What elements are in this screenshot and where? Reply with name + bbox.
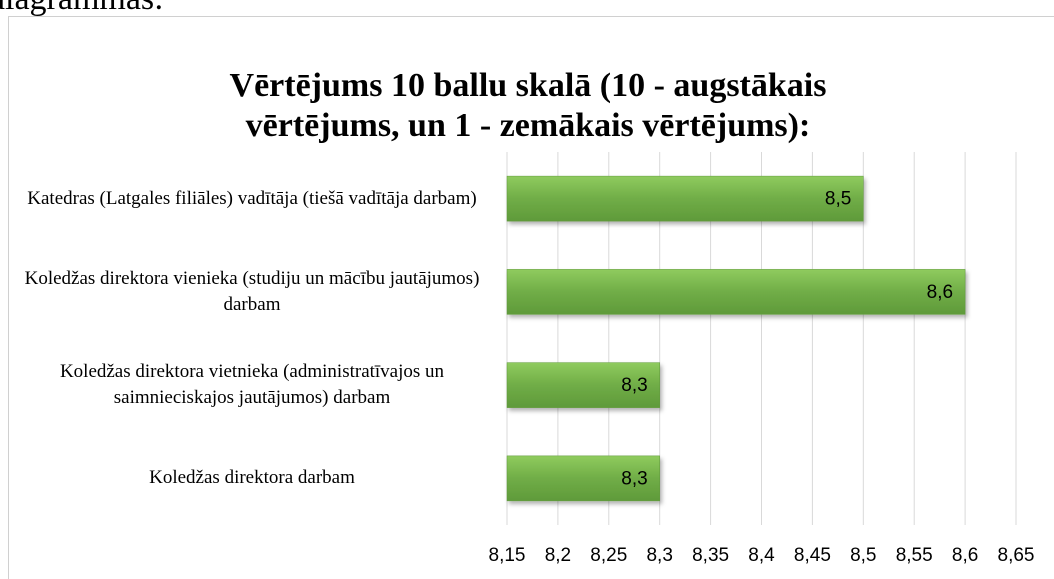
x-tick-label: 8,2	[545, 545, 571, 566]
y-tick-label: Katedras (Latgales filiāles) vadītāja (t…	[27, 187, 477, 209]
x-tick-label: 8,65	[998, 545, 1035, 566]
x-tick-label: 8,35	[692, 545, 729, 566]
y-tick-label: Koledžas direktora darbam	[149, 467, 355, 489]
data-label: 8,3	[621, 375, 647, 396]
data-label: 8,6	[927, 282, 953, 303]
x-tick-label: 8,3	[646, 545, 672, 566]
data-label: 8,3	[621, 468, 647, 489]
x-tick-label: 8,25	[590, 545, 627, 566]
y-tick-label: Koledžas direktora vietnieka (administra…	[59, 361, 445, 409]
x-tick-label: 8,45	[794, 545, 831, 566]
y-tick-label: Koledžas direktora vienieka (studiju un …	[24, 267, 480, 315]
bar	[506, 455, 660, 502]
caption: diagrammas:	[0, 0, 164, 18]
bar	[506, 362, 660, 408]
chart-title: Vērtējums 10 ballu skalā (10 - augstākai…	[229, 67, 827, 144]
x-tick-label: 8,5	[850, 545, 876, 566]
x-tick-label: 8,4	[748, 545, 775, 566]
x-tick-label: 8,55	[896, 545, 933, 566]
data-label: 8,5	[825, 189, 851, 210]
bar	[506, 175, 864, 222]
x-tick-label: 8,6	[952, 545, 978, 566]
chart-frame	[8, 16, 1054, 579]
x-tick-label: 8,15	[489, 545, 526, 566]
bar	[506, 269, 966, 315]
